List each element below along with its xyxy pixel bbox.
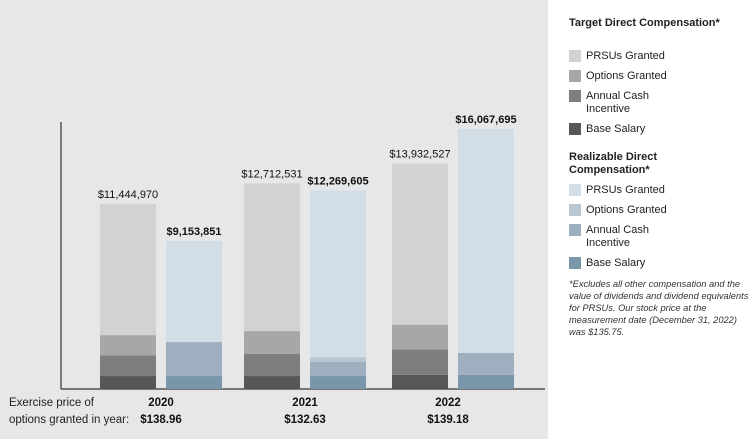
year-label-2022: 2022 xyxy=(435,397,461,409)
bar-realizable-2020-base-salary xyxy=(166,376,222,389)
legend-label: Base Salary xyxy=(586,123,646,135)
legend-label: PRSUs Granted xyxy=(586,50,665,62)
compensation-chart: $11,444,970 $9,153,851 $12,712,531 $12,269,… xyxy=(9,114,545,426)
bar-target-2022-options-granted xyxy=(392,324,448,350)
legend-swatch xyxy=(569,70,581,82)
legend-target-title: Target Direct Compensation* xyxy=(569,17,720,29)
bar-target-2022-base-salary xyxy=(392,374,448,389)
legend-label: Base Salary xyxy=(586,257,646,269)
bar-realizable-2020-prsus-granted xyxy=(166,240,222,343)
legend-swatch xyxy=(569,90,581,102)
bar-realizable-2022-prsus-granted xyxy=(458,128,514,353)
bar-realizable-2021-options-granted xyxy=(310,357,366,362)
exercise-price-2021: $132.63 xyxy=(284,414,326,426)
exercise-price-2022: $139.18 xyxy=(427,414,469,426)
bar-realizable-2020-annual-cash-incentive xyxy=(166,342,222,377)
bar-target-2021-annual-cash-incentive xyxy=(244,353,300,377)
legend-label: Options Granted xyxy=(586,70,667,82)
legend-swatch xyxy=(569,224,581,236)
chart-panel: $11,444,970 $9,153,851 $12,712,531 $12,269,… xyxy=(0,0,548,439)
bar-target-2021-prsus-granted xyxy=(244,183,300,332)
legend-swatch xyxy=(569,123,581,135)
bars-layer xyxy=(100,128,514,389)
year-label-2020: 2020 xyxy=(148,397,174,409)
bar-realizable-2022-annual-cash-incentive xyxy=(458,352,514,375)
bar-target-2021-base-salary xyxy=(244,376,300,389)
legend-swatch xyxy=(569,184,581,196)
legend-label: Annual Cash Incentive xyxy=(586,90,649,115)
total-label-realizable-2020: $9,153,851 xyxy=(166,226,221,238)
legend-label: Options Granted xyxy=(586,204,667,216)
legend-footnote: *Excludes all other compensation and the… xyxy=(569,279,749,337)
bar-target-2022-prsus-granted xyxy=(392,163,448,325)
legend-realizable-title: Realizable Direct Compensation* xyxy=(569,151,658,176)
bar-target-2021-options-granted xyxy=(244,331,300,354)
bar-target-2022-annual-cash-incentive xyxy=(392,349,448,375)
total-label-realizable-2021: $12,269,605 xyxy=(307,175,368,187)
bar-realizable-2022-base-salary xyxy=(458,374,514,389)
total-label-realizable-2022: $16,067,695 xyxy=(455,114,516,126)
total-label-target-2022: $13,932,527 xyxy=(389,149,450,161)
legend: Target Direct Compensation* PRSUs Grante… xyxy=(558,0,748,439)
legend-swatch xyxy=(569,50,581,62)
total-label-target-2021: $12,712,531 xyxy=(241,168,302,180)
labels-layer: $11,444,970 $9,153,851 $12,712,531 $12,269,… xyxy=(98,114,517,238)
legend-swatch xyxy=(569,257,581,269)
bar-target-2020-options-granted xyxy=(100,335,156,356)
exercise-label-line1: Exercise price of xyxy=(9,397,95,409)
exercise-price-2020: $138.96 xyxy=(140,414,182,426)
legend-label: PRSUs Granted xyxy=(586,184,665,196)
bar-target-2020-prsus-granted xyxy=(100,203,156,336)
bar-target-2020-base-salary xyxy=(100,376,156,389)
legend-swatch xyxy=(569,204,581,216)
bar-realizable-2021-base-salary xyxy=(310,376,366,389)
total-label-target-2020: $11,444,970 xyxy=(98,189,158,201)
bar-realizable-2021-annual-cash-incentive xyxy=(310,361,366,377)
year-label-2021: 2021 xyxy=(292,397,318,409)
legend-label: Annual Cash Incentive xyxy=(586,224,649,249)
bar-target-2020-annual-cash-incentive xyxy=(100,355,156,377)
bar-realizable-2021-prsus-granted xyxy=(310,190,366,358)
exercise-label-line2: options granted in year: xyxy=(9,414,129,426)
